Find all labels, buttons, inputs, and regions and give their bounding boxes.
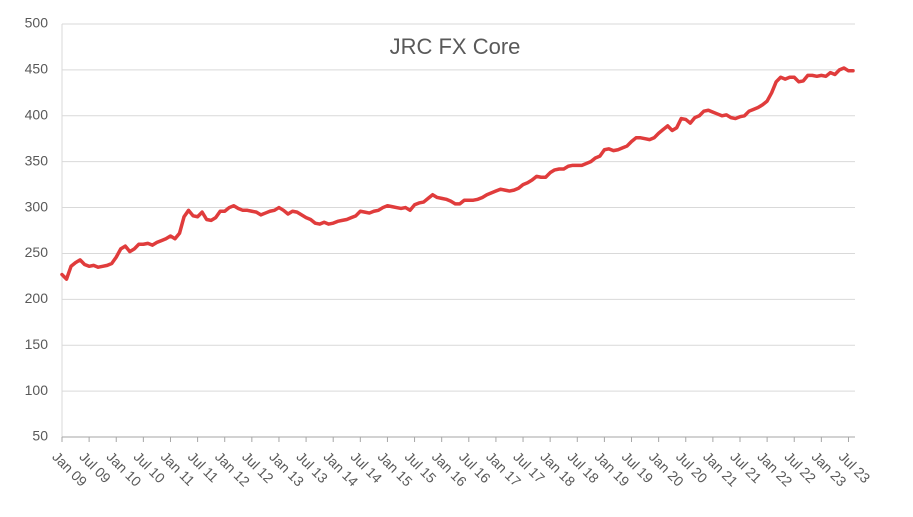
y-tick-label: 200: [25, 290, 49, 306]
y-tick-label: 450: [25, 61, 49, 77]
chart-title: JRC FX Core: [390, 34, 521, 59]
y-tick-label: 150: [25, 336, 49, 352]
y-tick-label: 350: [25, 152, 49, 168]
y-tick-label: 500: [25, 15, 49, 31]
y-tick-label: 250: [25, 244, 49, 260]
y-tick-label: 50: [32, 428, 48, 444]
y-tick-label: 300: [25, 198, 49, 214]
y-tick-label: 400: [25, 106, 49, 122]
y-tick-label: 100: [25, 382, 49, 398]
line-series: [60, 66, 855, 281]
